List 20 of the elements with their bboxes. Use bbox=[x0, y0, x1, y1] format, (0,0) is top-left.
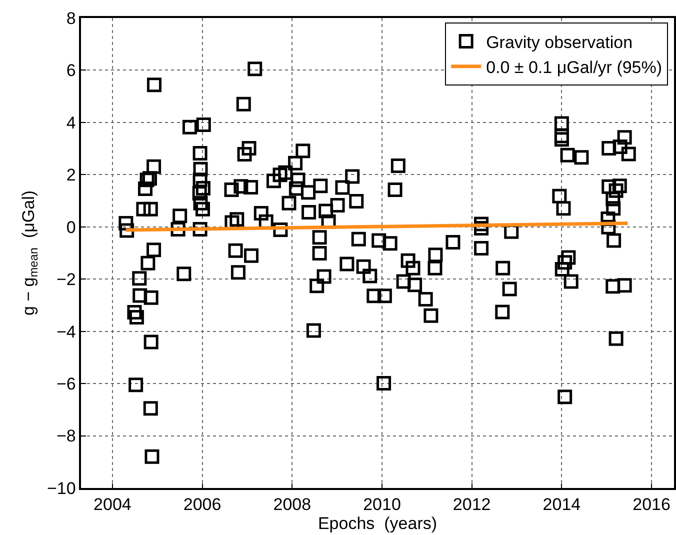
y-tick-label: −2 bbox=[56, 270, 76, 290]
y-tick-label: −6 bbox=[56, 374, 76, 394]
x-tick-label: 2016 bbox=[632, 495, 670, 514]
x-tick-label: 2010 bbox=[363, 495, 401, 514]
y-tick-label: 4 bbox=[66, 113, 76, 132]
y-tick-label: 8 bbox=[66, 8, 76, 28]
y-tick-label: 2 bbox=[66, 166, 76, 185]
legend-label: Gravity observation bbox=[486, 32, 633, 52]
x-tick-label: 2014 bbox=[542, 495, 581, 514]
y-tick-label: 6 bbox=[66, 61, 76, 80]
x-tick-label: 2006 bbox=[183, 495, 222, 514]
x-tick-label: 2012 bbox=[452, 495, 491, 514]
y-tick-label: −10 bbox=[47, 478, 76, 498]
x-tick-label: 2004 bbox=[94, 495, 132, 514]
y-tick-label: −8 bbox=[56, 426, 76, 446]
y-tick-label: 0 bbox=[66, 218, 76, 237]
x-tick-label: 2008 bbox=[273, 495, 312, 514]
x-axis-title: Epochs (years) bbox=[318, 514, 438, 534]
legend-label: 0.0 ± 0.1 μGal/yr (95%) bbox=[486, 58, 662, 77]
y-tick-label: −4 bbox=[56, 322, 76, 342]
